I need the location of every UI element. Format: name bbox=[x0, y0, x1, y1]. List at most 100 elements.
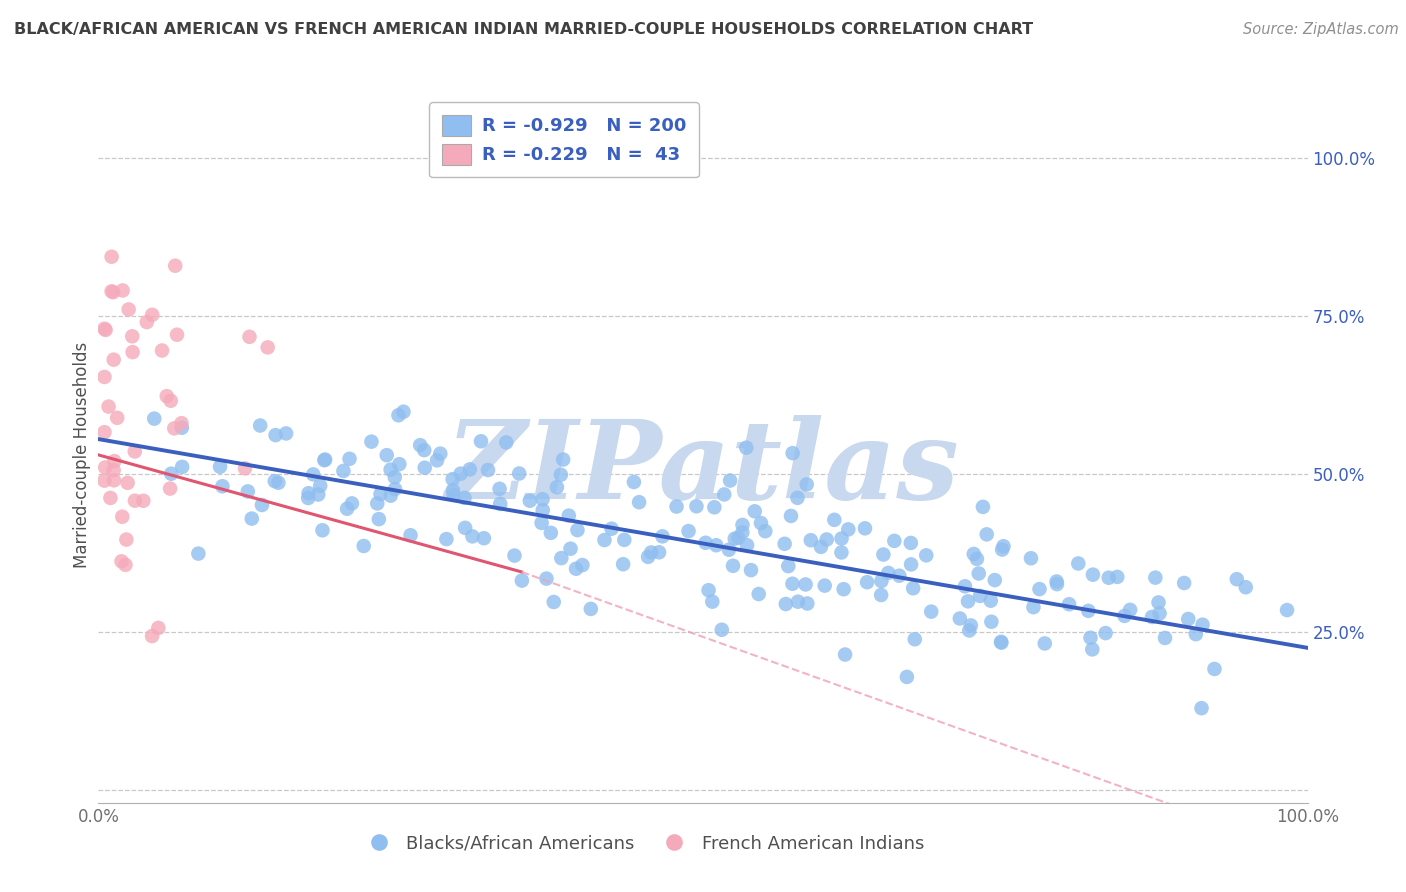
Point bbox=[103, 473, 125, 487]
Point bbox=[399, 528, 422, 542]
Point bbox=[1081, 567, 1104, 582]
Point bbox=[470, 434, 492, 449]
Point bbox=[735, 538, 758, 552]
Point bbox=[453, 491, 475, 505]
Point bbox=[956, 594, 979, 608]
Point bbox=[103, 463, 125, 477]
Point bbox=[531, 503, 554, 517]
Legend: Blacks/African Americans, French American Indians: Blacks/African Americans, French America… bbox=[354, 828, 931, 860]
Point bbox=[489, 497, 512, 511]
Point bbox=[159, 482, 181, 496]
Point bbox=[441, 483, 464, 498]
Point bbox=[613, 533, 636, 547]
Point bbox=[1098, 571, 1121, 585]
Point bbox=[93, 425, 115, 440]
Point bbox=[165, 259, 187, 273]
Point bbox=[856, 575, 879, 590]
Point bbox=[156, 389, 179, 403]
Point bbox=[579, 602, 602, 616]
Point bbox=[963, 547, 986, 561]
Point bbox=[105, 410, 128, 425]
Point bbox=[1077, 604, 1099, 618]
Point bbox=[990, 635, 1012, 649]
Point bbox=[782, 446, 804, 460]
Point bbox=[640, 545, 662, 559]
Point bbox=[678, 524, 700, 538]
Point bbox=[727, 531, 749, 545]
Point bbox=[141, 308, 163, 322]
Point bbox=[1080, 631, 1102, 645]
Point bbox=[853, 521, 876, 535]
Point bbox=[560, 541, 582, 556]
Point bbox=[531, 492, 554, 507]
Point bbox=[830, 545, 852, 559]
Point bbox=[1173, 576, 1195, 591]
Point bbox=[704, 538, 727, 552]
Point bbox=[472, 531, 495, 545]
Point bbox=[740, 563, 762, 577]
Point bbox=[124, 444, 146, 458]
Point bbox=[748, 587, 770, 601]
Point bbox=[980, 593, 1002, 607]
Point bbox=[375, 448, 398, 462]
Point bbox=[731, 517, 754, 532]
Point bbox=[114, 558, 136, 572]
Point bbox=[775, 597, 797, 611]
Point bbox=[141, 629, 163, 643]
Point bbox=[441, 472, 464, 486]
Point bbox=[648, 545, 671, 559]
Point bbox=[1033, 636, 1056, 650]
Point bbox=[896, 670, 918, 684]
Point bbox=[1067, 557, 1090, 571]
Point bbox=[870, 574, 893, 588]
Point bbox=[340, 496, 363, 510]
Point bbox=[550, 551, 572, 566]
Point bbox=[170, 416, 193, 430]
Point bbox=[530, 516, 553, 530]
Point bbox=[990, 635, 1012, 649]
Point bbox=[651, 529, 673, 543]
Point bbox=[870, 588, 893, 602]
Point bbox=[920, 605, 942, 619]
Point bbox=[773, 537, 796, 551]
Point bbox=[461, 529, 484, 543]
Point bbox=[503, 549, 526, 563]
Point bbox=[889, 568, 911, 582]
Point bbox=[148, 621, 170, 635]
Point bbox=[780, 508, 803, 523]
Point bbox=[702, 594, 724, 608]
Point bbox=[380, 489, 402, 503]
Point bbox=[957, 624, 980, 638]
Point bbox=[600, 522, 623, 536]
Point bbox=[1119, 603, 1142, 617]
Point bbox=[993, 539, 1015, 553]
Point bbox=[93, 370, 115, 384]
Point bbox=[665, 500, 688, 514]
Point bbox=[236, 484, 259, 499]
Point bbox=[238, 330, 260, 344]
Point bbox=[187, 547, 209, 561]
Point bbox=[101, 285, 124, 300]
Point bbox=[1204, 662, 1226, 676]
Point bbox=[103, 454, 125, 468]
Text: Source: ZipAtlas.com: Source: ZipAtlas.com bbox=[1243, 22, 1399, 37]
Text: BLACK/AFRICAN AMERICAN VS FRENCH AMERICAN INDIAN MARRIED-COUPLE HOUSEHOLDS CORRE: BLACK/AFRICAN AMERICAN VS FRENCH AMERICA… bbox=[14, 22, 1033, 37]
Point bbox=[553, 452, 575, 467]
Point bbox=[1114, 608, 1136, 623]
Point bbox=[593, 533, 616, 547]
Point bbox=[972, 500, 994, 514]
Point bbox=[495, 435, 517, 450]
Point bbox=[703, 500, 725, 515]
Point bbox=[900, 558, 922, 572]
Point bbox=[782, 576, 804, 591]
Point bbox=[436, 532, 458, 546]
Y-axis label: Married-couple Households: Married-couple Households bbox=[73, 342, 91, 568]
Point bbox=[754, 524, 776, 538]
Point bbox=[159, 393, 181, 408]
Point bbox=[443, 488, 465, 502]
Point bbox=[166, 327, 188, 342]
Point bbox=[387, 409, 409, 423]
Point bbox=[429, 447, 451, 461]
Point bbox=[256, 340, 278, 354]
Text: ZIPatlas: ZIPatlas bbox=[446, 415, 960, 523]
